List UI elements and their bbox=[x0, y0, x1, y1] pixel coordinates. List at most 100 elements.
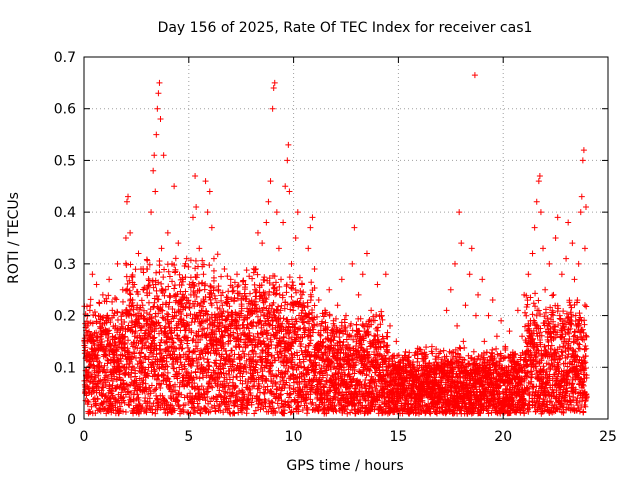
data-point-band bbox=[155, 372, 162, 379]
data-point-band bbox=[127, 358, 134, 365]
data-point-band bbox=[296, 274, 303, 281]
data-point-band bbox=[119, 298, 126, 305]
data-point-band bbox=[161, 292, 168, 299]
data-point-band bbox=[87, 409, 94, 416]
data-point-band bbox=[159, 361, 166, 368]
data-point-band bbox=[114, 375, 121, 382]
data-point-band bbox=[304, 410, 311, 417]
data-point-band bbox=[125, 322, 132, 329]
data-point-band bbox=[107, 319, 114, 326]
data-point-band bbox=[308, 401, 315, 408]
data-point-band bbox=[143, 339, 150, 346]
data-point-band bbox=[218, 273, 225, 280]
data-point-band bbox=[146, 282, 153, 289]
data-point-band bbox=[168, 335, 175, 342]
data-point-band bbox=[164, 369, 171, 376]
data-point-band bbox=[136, 320, 143, 327]
data-point-band bbox=[261, 390, 268, 397]
data-point-band bbox=[224, 273, 231, 280]
data-point-band bbox=[118, 389, 125, 396]
data-point-band bbox=[135, 291, 142, 298]
data-point-band bbox=[155, 319, 162, 326]
data-point-band bbox=[89, 384, 96, 391]
data-point-band bbox=[153, 287, 160, 294]
data-point-band bbox=[165, 268, 172, 275]
data-point-band bbox=[158, 336, 165, 343]
data-point-band bbox=[148, 382, 155, 389]
data-point-band bbox=[102, 348, 109, 355]
data-point-band bbox=[126, 277, 133, 284]
data-point-band bbox=[165, 311, 172, 318]
data-point-band bbox=[145, 299, 152, 306]
data-point-band bbox=[373, 311, 380, 318]
data-point-band bbox=[189, 337, 196, 344]
data-point-band bbox=[130, 364, 137, 371]
data-point-band bbox=[146, 395, 153, 402]
data-point-band bbox=[127, 307, 134, 314]
data-point-band bbox=[193, 374, 200, 381]
data-point-band bbox=[157, 345, 164, 352]
data-point-band bbox=[160, 274, 167, 281]
data-point-band bbox=[155, 400, 162, 407]
data-point-band bbox=[86, 307, 93, 314]
data-point-band bbox=[196, 375, 203, 382]
data-point-band bbox=[212, 408, 219, 415]
data-point-band bbox=[150, 335, 157, 342]
data-point-band bbox=[126, 402, 133, 409]
data-point-band bbox=[89, 320, 96, 327]
data-point-band bbox=[123, 381, 130, 388]
data-point-band bbox=[129, 271, 136, 278]
data-point-band bbox=[126, 349, 133, 356]
data-point-band bbox=[124, 280, 131, 287]
data-point-band bbox=[165, 376, 172, 383]
data-point-band bbox=[128, 369, 135, 376]
data-point-band bbox=[150, 284, 157, 291]
data-point-band bbox=[169, 339, 176, 346]
data-point-band bbox=[165, 303, 172, 310]
data-point-band bbox=[104, 360, 111, 367]
data-point-band bbox=[135, 396, 142, 403]
data-point-band bbox=[126, 287, 133, 294]
data-point-band bbox=[169, 278, 176, 285]
data-point-band bbox=[165, 283, 172, 290]
data-point-band bbox=[122, 340, 129, 347]
data-point-band bbox=[127, 261, 134, 268]
data-point-band bbox=[280, 315, 287, 322]
data-point-band bbox=[144, 257, 151, 264]
data-point-band bbox=[118, 323, 125, 330]
data-point-band bbox=[112, 396, 119, 403]
data-point-band bbox=[114, 329, 121, 336]
data-point-band bbox=[109, 401, 116, 408]
data-point-band bbox=[91, 308, 98, 315]
data-point-band bbox=[125, 337, 132, 344]
data-point-band bbox=[158, 349, 165, 356]
data-point-band bbox=[172, 255, 179, 262]
data-point-band bbox=[288, 285, 295, 292]
data-point-band bbox=[96, 300, 103, 307]
data-point-band bbox=[288, 293, 295, 300]
data-point-band bbox=[266, 288, 273, 295]
data-point-band bbox=[153, 376, 160, 383]
data-point-band bbox=[406, 349, 413, 356]
data-point-band bbox=[171, 387, 178, 394]
data-point-band bbox=[112, 295, 119, 302]
data-point-band bbox=[138, 327, 145, 334]
data-point-band bbox=[96, 378, 103, 385]
data-point-band bbox=[153, 325, 160, 332]
data-point-band bbox=[85, 398, 92, 405]
data-point-band bbox=[243, 267, 250, 274]
data-point-band bbox=[159, 307, 166, 314]
data-point-band bbox=[109, 298, 116, 305]
data-point-band bbox=[82, 344, 89, 351]
data-point-band bbox=[151, 334, 158, 341]
data-point-band bbox=[135, 409, 142, 416]
data-point-band bbox=[86, 328, 93, 335]
data-point-band bbox=[117, 358, 124, 365]
data-point-band bbox=[234, 373, 241, 380]
data-point-band bbox=[402, 348, 409, 355]
data-point-band bbox=[259, 346, 266, 353]
data-point-band bbox=[283, 289, 290, 296]
data-point-band bbox=[169, 305, 176, 312]
data-point-band bbox=[121, 399, 128, 406]
data-point-band bbox=[132, 323, 139, 330]
